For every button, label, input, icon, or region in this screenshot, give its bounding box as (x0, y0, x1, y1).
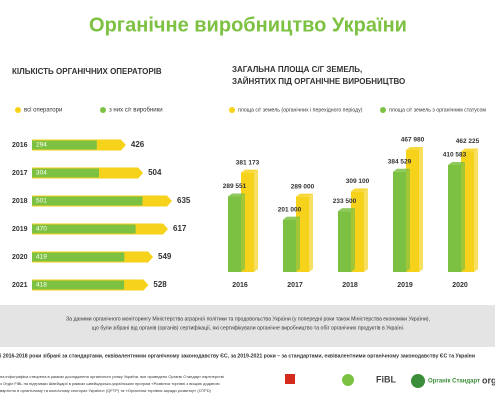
legend-swatch (15, 107, 21, 113)
value-label: 289 551 (223, 183, 247, 190)
footer-note: з Отділ FiBL на підтримки Швейцарії в ра… (0, 381, 220, 386)
value-label: 549 (158, 252, 172, 261)
bar (228, 196, 241, 272)
bar (32, 140, 97, 150)
x-tick-label: 2017 (287, 282, 303, 289)
x-tick-label: 2020 (452, 282, 468, 289)
bar-side (254, 169, 258, 272)
value-label: 528 (153, 280, 167, 289)
value-label: 426 (131, 140, 145, 149)
bar-side (364, 188, 368, 272)
bar-side (406, 168, 410, 272)
legend-label: площа с/г земель з органічним статусом (389, 107, 486, 113)
bar (32, 280, 125, 290)
value-label: 294 (36, 142, 47, 149)
standards-note: і 2016-2018 роки зібрані за стандартами,… (0, 352, 475, 359)
source-note: що були зібрані від органів (органів) се… (92, 325, 404, 331)
bar-top (406, 147, 423, 150)
legend-label: площа с/г земель (органічних і перехідно… (238, 107, 363, 113)
value-label: 462 225 (456, 138, 480, 145)
value-label: 201 000 (278, 206, 302, 213)
left-chart-title: КІЛЬКІСТЬ ОРГАНІЧНИХ ОПЕРАТОРІВ (12, 67, 162, 76)
bar-side (296, 216, 300, 272)
bar (32, 252, 125, 262)
bar (32, 224, 136, 234)
legend-swatch (100, 107, 106, 113)
bar-side (461, 161, 465, 272)
value-label: 304 (36, 170, 47, 177)
value-label: 384 529 (388, 158, 412, 165)
bar (32, 168, 100, 178)
bar (393, 171, 406, 272)
right-chart-title: ЗАГАЛЬНА ПЛОЩА С/Г ЗЕМЕЛЬ, (232, 65, 362, 74)
logo-fibl: FiBL (376, 374, 396, 384)
legend-swatch (380, 107, 386, 113)
value-label: 381 173 (236, 159, 260, 166)
bar-top (228, 193, 245, 197)
right-chart-title: ЗАЙНЯТИХ ПІД ОРГАНІЧНЕ ВИРОБНИЦТВО (232, 77, 405, 86)
y-tick-label: 2021 (12, 282, 28, 289)
bar-top (393, 168, 410, 172)
value-label: 635 (177, 196, 191, 205)
value-label: 289 000 (291, 183, 315, 190)
logo-circle (411, 374, 425, 388)
logo-organic-standard: Органік Стандарт (428, 379, 480, 385)
value-label: 309 100 (346, 178, 370, 185)
bar-top (448, 161, 465, 165)
bar-top (351, 188, 368, 192)
bar-top (283, 216, 300, 220)
value-label: 504 (148, 168, 162, 177)
page-title: Органічне виробництво України (89, 14, 407, 36)
bar-top (338, 208, 355, 212)
footer-note: на інфографіка створена в рамках дослідж… (0, 374, 224, 379)
y-tick-label: 2019 (12, 226, 28, 233)
bar-side (241, 193, 245, 272)
bar-top (461, 148, 478, 152)
logo-swiss (285, 374, 295, 384)
y-tick-label: 2016 (12, 142, 28, 149)
y-tick-label: 2020 (12, 254, 28, 261)
x-tick-label: 2016 (232, 282, 248, 289)
legend-label: всі оператори (24, 108, 62, 114)
value-label: 501 (36, 198, 47, 205)
value-label: 467 980 (401, 137, 425, 144)
bar-side (309, 193, 313, 272)
value-label: 419 (36, 254, 47, 261)
y-tick-label: 2017 (12, 170, 28, 177)
logo-badge (342, 374, 354, 386)
value-label: 410 583 (443, 152, 467, 159)
source-note: За даними органічного моніторингу Мініст… (66, 316, 430, 322)
source-band (0, 305, 495, 347)
bar-side (419, 147, 423, 272)
value-label: 470 (36, 226, 47, 233)
value-label: 617 (173, 224, 187, 233)
footer-note: вартістю в органічному та молочному сект… (0, 388, 212, 393)
value-label: 418 (36, 282, 47, 289)
bar-side (351, 208, 355, 272)
bar-top (241, 169, 258, 173)
x-tick-label: 2018 (342, 282, 358, 289)
legend-label: з них с/г виробники (109, 108, 163, 114)
bar (338, 211, 351, 272)
logo-org: org (482, 375, 495, 385)
bar (283, 219, 296, 272)
x-tick-label: 2019 (397, 282, 413, 289)
bar-top (296, 193, 313, 197)
bar (448, 164, 461, 272)
value-label: 233 500 (333, 198, 357, 205)
bar (32, 196, 143, 206)
y-tick-label: 2018 (12, 198, 28, 205)
bar-side (474, 148, 478, 272)
legend-swatch (229, 107, 235, 113)
